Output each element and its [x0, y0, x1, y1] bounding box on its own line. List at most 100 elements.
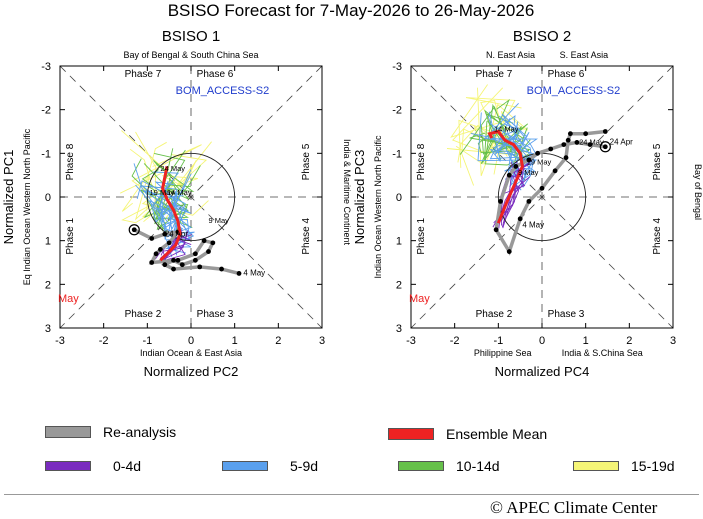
- y-tick-label: 0: [45, 192, 51, 204]
- ensemble-member-line: [502, 159, 533, 224]
- legend-5-9d: 5-9d: [222, 458, 318, 474]
- ensemble-member-line: [134, 141, 174, 221]
- reanalysis-point: [171, 257, 176, 263]
- y-tick-label: -1: [392, 148, 402, 160]
- footer-credit: © APEC Climate Center: [490, 498, 658, 517]
- reanalysis-point: [602, 144, 608, 150]
- phase-label: Phase 5: [652, 143, 663, 180]
- region-label-top: Bay of Bengal & South China Sea: [123, 50, 258, 60]
- legend-swatch-10-14d: [398, 461, 444, 471]
- y-tick-label: -3: [41, 61, 51, 73]
- phase-label: Phase 7: [476, 69, 513, 80]
- y-tick-label: 0: [396, 192, 402, 204]
- legend-label-ensemble-mean: Ensemble Mean: [446, 426, 548, 442]
- y-tick-label: -3: [392, 61, 402, 73]
- legend-label-5-9d: 5-9d: [290, 458, 319, 474]
- legend-15-19d: 15-19d: [573, 458, 675, 474]
- ensemble-mean-line: [159, 166, 182, 262]
- reanalysis-point: [498, 198, 503, 204]
- x-tick-label: 0: [539, 335, 545, 347]
- legend-swatch-reanalysis: [45, 426, 91, 438]
- reanalysis-point: [162, 231, 168, 237]
- ensemble-member-line: [133, 163, 177, 240]
- y-tick-label: 3: [396, 323, 402, 335]
- reanalysis-point: [219, 266, 224, 272]
- legend-swatch-15-19d: [573, 461, 619, 471]
- month-label: May: [58, 293, 79, 305]
- reanalysis-point: [131, 227, 137, 233]
- reanalysis-point: [539, 185, 545, 191]
- x-tick-label: -3: [55, 335, 65, 347]
- ensemble-member-line: [465, 97, 522, 158]
- legend-0-4d: 0-4d: [45, 458, 141, 474]
- model-label: BOM_ACCESS-S2: [527, 85, 621, 97]
- ensemble-member-line: [135, 184, 188, 250]
- region-label-right: India & Maritime Continent: [342, 139, 352, 246]
- y-tick-label: 1: [396, 236, 402, 248]
- phase-label: Phase 6: [548, 69, 585, 80]
- x-tick-label: 2: [626, 335, 632, 347]
- reanalysis-date-label: 24 Apr: [610, 138, 633, 147]
- reanalysis-point: [526, 198, 532, 204]
- reanalysis-point: [565, 137, 571, 143]
- reanalysis-point: [149, 236, 155, 241]
- x-axis-label: Normalized PC2: [144, 364, 239, 379]
- legend-swatch-ensemble-mean: [388, 428, 434, 440]
- reanalysis-point: [149, 260, 155, 265]
- region-label-bottom-right: India & S.China Sea: [562, 348, 643, 358]
- x-tick-label: -2: [450, 335, 460, 347]
- legend-label-0-4d: 0-4d: [113, 458, 142, 474]
- reanalysis-point: [192, 251, 198, 257]
- footer-divider: [4, 494, 699, 495]
- y-axis-label: Normalized PC3: [352, 150, 367, 245]
- x-tick-label: 3: [319, 335, 325, 347]
- panel-title: BSISO 1: [162, 28, 220, 45]
- ensemble-member-line: [152, 171, 188, 240]
- legend-swatch-5-9d: [222, 461, 268, 471]
- x-tick-label: -2: [99, 335, 109, 347]
- reanalysis-point: [602, 129, 608, 134]
- phase-label: Phase 3: [548, 309, 585, 320]
- bsiso1-panel: BSISO 1 BOM_ACCESS-S2 24 Apr 4 May 9 May 14 M…: [1, 28, 352, 379]
- phase-label: Phase 7: [125, 69, 162, 80]
- y-tick-label: 1: [45, 236, 51, 248]
- region-label-top-right: S. East Asia: [560, 50, 609, 60]
- reanalysis-start-marker: [128, 224, 140, 236]
- reanalysis-date-label: 4 May: [243, 269, 265, 278]
- reanalysis-point: [526, 157, 532, 163]
- region-label-left: Indian Ocean Western North Pacific: [373, 135, 383, 278]
- reanalysis-date-label: 4 May: [522, 221, 544, 230]
- ensemble-date-label: 9 May: [518, 168, 539, 177]
- reanalysis-point: [201, 238, 207, 244]
- ensemble-date-label: 19 May: [527, 157, 552, 166]
- month-label: May: [409, 293, 430, 305]
- reanalysis-point: [552, 168, 558, 174]
- region-label-left: Eq Indian Ocean Western North Pacific: [22, 128, 32, 285]
- phase-label: Phase 8: [65, 143, 76, 180]
- legend-label-10-14d: 10-14d: [456, 458, 500, 474]
- legend-ensemble-mean: Ensemble Mean: [388, 426, 547, 442]
- panel-title: BSISO 2: [513, 28, 571, 45]
- phase-label: Phase 3: [197, 309, 234, 320]
- x-tick-label: 0: [188, 335, 194, 347]
- x-tick-label: 3: [670, 335, 676, 347]
- ensemble-member-line: [493, 142, 532, 180]
- x-tick-label: -1: [493, 335, 503, 347]
- ensemble-date-label: 24 May: [160, 164, 185, 173]
- phase-label: Phase 4: [652, 218, 663, 255]
- reanalysis-point: [158, 247, 163, 252]
- y-axis-label: Normalized PC1: [1, 150, 16, 245]
- reanalysis-point: [567, 131, 573, 137]
- legend-label-reanalysis: Re-analysis: [103, 424, 177, 440]
- region-label-bottom-left: Philippine Sea: [474, 348, 532, 358]
- region-label-top-left: N. East Asia: [486, 50, 535, 60]
- reanalysis-point: [506, 249, 512, 254]
- y-tick-label: -1: [41, 148, 51, 160]
- reanalysis-date-label: 24 Apr: [165, 229, 188, 238]
- reanalysis-point: [179, 262, 185, 268]
- ensemble-date-label: 14 May: [167, 188, 192, 197]
- reanalysis-point: [206, 249, 211, 254]
- y-tick-label: -2: [392, 105, 402, 117]
- ensemble-date-label: 9 May: [208, 216, 229, 225]
